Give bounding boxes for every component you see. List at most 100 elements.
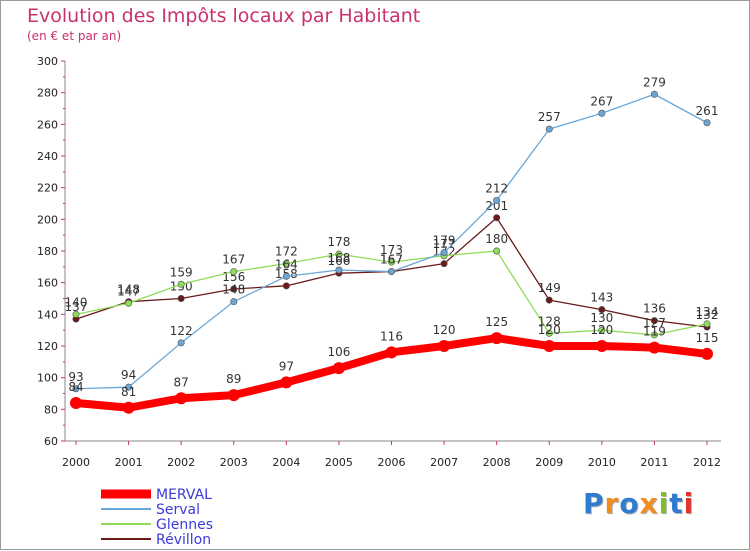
- x-tick-label: 2001: [115, 456, 143, 469]
- data-point-glennes: [387, 258, 395, 266]
- data-label-merval: 87: [174, 375, 189, 389]
- data-point-r-villon: [177, 294, 185, 302]
- data-point-glennes: [703, 320, 711, 328]
- data-label-glennes: 134: [696, 305, 719, 319]
- x-tick-label: 2010: [588, 456, 616, 469]
- y-tick-label: 180: [37, 245, 58, 258]
- x-tick-label: 2008: [483, 456, 511, 469]
- data-point-merval: [122, 401, 135, 414]
- y-tick-label: 60: [44, 435, 58, 448]
- data-point-merval: [543, 340, 556, 352]
- data-point-glennes: [545, 329, 553, 337]
- data-label-glennes: 128: [538, 314, 561, 328]
- data-point-serval: [72, 385, 80, 393]
- data-point-serval: [177, 339, 185, 347]
- logo-letter: i: [683, 487, 695, 520]
- data-point-glennes: [177, 280, 185, 288]
- x-tick-label: 2012: [693, 456, 721, 469]
- data-label-r-villon: 132: [696, 308, 719, 322]
- data-label-serval: 179: [433, 234, 456, 248]
- data-point-merval: [701, 347, 713, 360]
- data-point-merval: [490, 332, 503, 345]
- data-point-serval: [335, 266, 343, 274]
- data-label-serval: 212: [485, 181, 508, 195]
- data-point-glennes: [230, 268, 238, 276]
- y-tick-label: 120: [37, 340, 58, 353]
- data-label-serval: 94: [121, 368, 136, 382]
- data-label-glennes: 180: [485, 232, 508, 246]
- data-label-serval: 261: [696, 104, 719, 118]
- data-label-glennes: 172: [275, 245, 298, 259]
- data-point-merval: [648, 341, 661, 354]
- x-tick-label: 2006: [378, 456, 406, 469]
- data-label-merval: 115: [696, 331, 719, 345]
- y-tick-label: 260: [37, 118, 58, 131]
- data-point-serval: [598, 109, 606, 117]
- data-point-merval: [280, 376, 293, 389]
- legend-label-r-villon: Révillon: [156, 532, 211, 548]
- logo-letter: P: [583, 487, 605, 520]
- data-label-merval: 119: [643, 325, 666, 339]
- data-point-r-villon: [598, 306, 606, 314]
- data-label-r-villon: 136: [643, 302, 666, 316]
- data-label-serval: 257: [538, 110, 561, 124]
- data-label-serval: 279: [643, 75, 666, 89]
- x-tick-label: 2011: [640, 456, 668, 469]
- data-label-serval: 168: [327, 251, 350, 265]
- data-label-glennes: 178: [327, 235, 350, 249]
- data-label-merval: 116: [380, 329, 403, 343]
- data-point-merval: [438, 340, 451, 352]
- data-point-glennes: [282, 260, 290, 268]
- data-label-glennes: 127: [643, 316, 666, 330]
- data-label-serval: 167: [380, 253, 403, 267]
- data-point-glennes: [72, 310, 80, 318]
- data-point-glennes: [335, 250, 343, 258]
- data-label-r-villon: 137: [65, 300, 88, 314]
- data-point-r-villon: [493, 214, 501, 222]
- data-point-r-villon: [440, 260, 448, 268]
- data-point-serval: [230, 298, 238, 306]
- chart-title: Evolution des Impôts locaux par Habitant: [27, 5, 421, 27]
- data-label-r-villon: 143: [590, 291, 613, 305]
- data-point-merval: [70, 397, 82, 409]
- data-point-serval: [545, 125, 553, 133]
- x-tick-label: 2007: [430, 456, 458, 469]
- x-tick-label: 2000: [62, 456, 90, 469]
- data-label-glennes: 167: [222, 253, 245, 267]
- data-point-serval: [387, 268, 395, 276]
- x-tick-label: 2009: [535, 456, 563, 469]
- data-label-glennes: 173: [380, 243, 403, 257]
- data-label-r-villon: 149: [538, 281, 561, 295]
- data-point-serval: [440, 249, 448, 257]
- data-label-r-villon: 148: [117, 283, 140, 297]
- data-point-serval: [282, 272, 290, 280]
- data-point-serval: [650, 90, 658, 98]
- data-point-r-villon: [282, 282, 290, 290]
- data-point-merval: [227, 389, 240, 402]
- logo-letter: x: [639, 487, 659, 520]
- y-tick-label: 140: [37, 308, 58, 321]
- x-tick-label: 2002: [167, 456, 195, 469]
- data-label-merval: 89: [226, 372, 241, 386]
- data-label-serval: 122: [170, 324, 193, 338]
- data-label-merval: 97: [279, 359, 294, 373]
- data-point-r-villon: [650, 317, 658, 325]
- data-point-glennes: [650, 331, 658, 339]
- y-tick-label: 80: [44, 403, 58, 416]
- data-label-serval: 148: [222, 283, 245, 297]
- data-label-glennes: 147: [117, 284, 140, 298]
- data-point-serval: [703, 119, 711, 127]
- data-label-glennes: 159: [170, 265, 193, 279]
- data-label-glennes: 130: [590, 311, 613, 325]
- data-label-merval: 120: [538, 323, 561, 337]
- data-label-merval: 120: [590, 323, 613, 337]
- y-tick-label: 100: [37, 372, 58, 385]
- y-tick-label: 200: [37, 213, 58, 226]
- y-tick-label: 160: [37, 277, 58, 290]
- legend-label-serval: Serval: [156, 502, 200, 518]
- data-point-r-villon: [230, 285, 238, 293]
- data-point-r-villon: [545, 296, 553, 304]
- logo-letter: i: [658, 487, 670, 520]
